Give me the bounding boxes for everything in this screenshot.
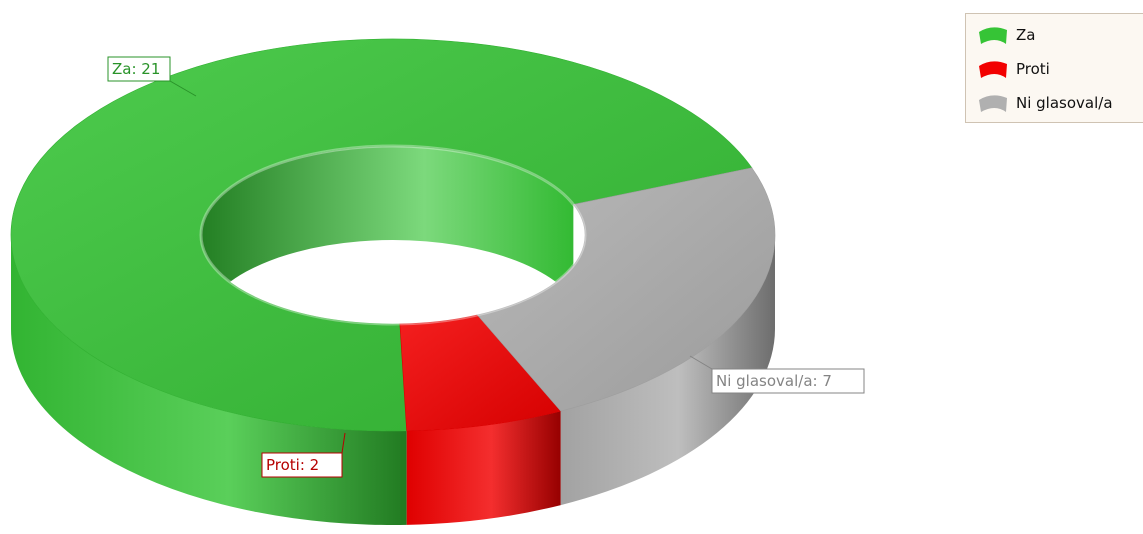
slice-proti <box>399 314 562 432</box>
data-label-proti: Proti: 2 <box>261 432 346 478</box>
legend-swatch-proti <box>979 61 1007 78</box>
hole-rim <box>199 144 587 326</box>
legend-swatch-za <box>979 27 1007 44</box>
data-label-za: Za: 21 <box>107 56 197 97</box>
legend-item-za: Za <box>976 22 1035 48</box>
data-label-box-za <box>107 56 171 82</box>
legend-item-ni-glasoval: Ni glasoval/a <box>976 90 1113 116</box>
data-label-ni-glasoval-a: Ni glasoval/a: 7 <box>689 355 865 394</box>
data-label-box-ni-glasoval-a <box>711 368 865 394</box>
legend-item-proti: Proti <box>976 56 1050 82</box>
data-label-box-proti <box>261 452 343 478</box>
slice-inner-wall-za <box>201 145 574 329</box>
data-label-leader-za <box>169 80 197 97</box>
data-label-leader-proti <box>341 432 346 454</box>
legend-label-proti: Proti <box>1016 60 1050 78</box>
data-label-text-za: Za: 21 <box>112 60 160 78</box>
data-label-leader-ni-glasoval-a <box>689 355 713 370</box>
slice-side-ni-glasoval-a <box>560 235 775 506</box>
data-label-text-proti: Proti: 2 <box>266 456 319 474</box>
legend-label-ni-glasoval: Ni glasoval/a <box>1016 94 1113 112</box>
legend-swatch-ni-glasoval <box>979 95 1007 112</box>
chart-legend: Za Proti Ni glasoval/a <box>965 13 1143 123</box>
legend-label-za: Za <box>1016 26 1036 44</box>
slice-za <box>10 38 753 432</box>
slice-side-proti <box>406 411 561 525</box>
data-label-text-ni-glasoval-a: Ni glasoval/a: 7 <box>716 372 832 390</box>
slice-ni-glasoval-a <box>476 167 776 412</box>
